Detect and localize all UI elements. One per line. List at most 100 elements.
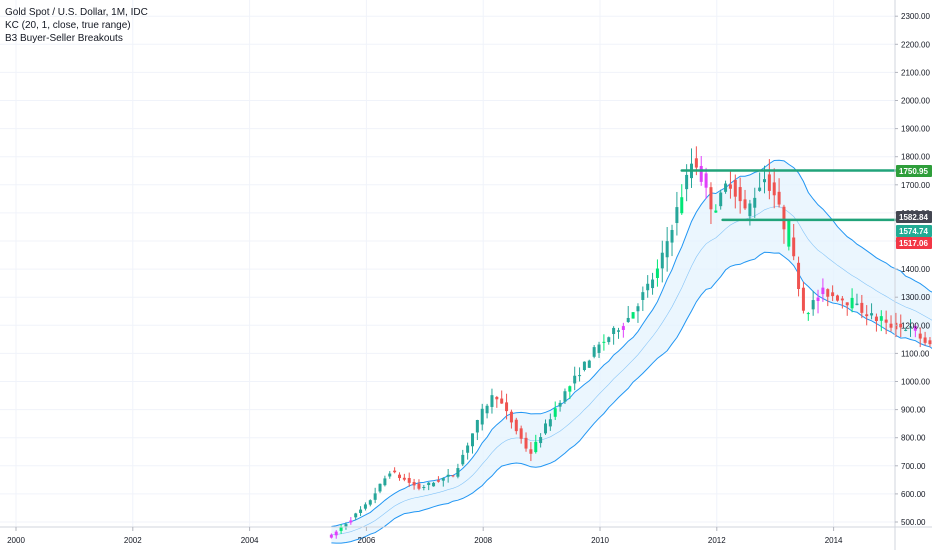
candle-body [811, 300, 815, 310]
candle-body [685, 174, 689, 190]
candle-body [397, 474, 401, 479]
candle-body [621, 326, 625, 330]
candle-body [568, 386, 572, 392]
channel-middle [331, 206, 932, 535]
candle-body [889, 323, 893, 328]
candle-body [334, 531, 338, 536]
candle-body [753, 197, 757, 208]
candle-body [578, 375, 582, 377]
x-tick-label: 2004 [241, 536, 259, 545]
candle-body [865, 314, 869, 317]
target-price-bg [896, 165, 932, 177]
candle-body [719, 192, 723, 207]
candle-body [665, 241, 669, 258]
candle-body [655, 268, 659, 278]
candle-body [383, 478, 387, 486]
y-tick-label: 1900.00 [901, 125, 930, 134]
x-tick-label: 2014 [825, 536, 843, 545]
candle-body [874, 316, 878, 322]
x-tick-label: 2006 [358, 536, 376, 545]
stop-price-label: 1517.06 [899, 239, 928, 248]
y-tick-label: 900.00 [901, 406, 926, 415]
y-tick-label: 1300.00 [901, 293, 930, 302]
candle-body [470, 433, 474, 447]
candle-body [548, 419, 552, 427]
y-tick-label: 1000.00 [901, 378, 930, 387]
candle-body [728, 184, 732, 189]
candle-body [529, 449, 533, 454]
candle-body [539, 437, 543, 444]
channel-fill [331, 160, 932, 544]
candle-body [850, 297, 854, 309]
legend-symbol[interactable]: Gold Spot / U.S. Dollar, 1M, IDC [5, 7, 148, 18]
candle-body [835, 295, 839, 301]
candle-body [894, 322, 898, 330]
candle-body [451, 475, 455, 477]
candle-body [724, 183, 728, 192]
candle-body [709, 187, 713, 210]
y-tick-label: 600.00 [901, 490, 926, 499]
candle-body [592, 347, 596, 357]
candle-body [845, 302, 849, 306]
legend-indicator-b3[interactable]: B3 Buyer-Seller Breakouts [5, 33, 123, 44]
candle-body [514, 419, 518, 432]
trend-drawings [680, 169, 932, 222]
candle-body [651, 279, 655, 289]
y-tick-label: 1400.00 [901, 265, 930, 274]
candle-body [758, 187, 762, 191]
candle-body [748, 203, 752, 217]
candle-body [680, 197, 684, 214]
x-tick-label: 2000 [7, 536, 25, 545]
candle-body [646, 283, 650, 291]
candle-body [801, 287, 805, 311]
candle-body [534, 441, 538, 453]
candle-body [543, 423, 547, 434]
candle-body [908, 326, 912, 328]
candle-body [641, 292, 645, 300]
candle-body [918, 333, 922, 339]
candle-body [855, 303, 859, 306]
candle-body [402, 477, 406, 480]
candle-body [821, 287, 825, 295]
candle-body [840, 298, 844, 301]
candle-body [636, 306, 640, 312]
candle-body [602, 341, 606, 343]
y-tick-label: 2000.00 [901, 97, 930, 106]
candle-body [767, 174, 771, 191]
x-tick-label: 2012 [708, 536, 726, 545]
candle-body [432, 482, 436, 487]
candle-body [480, 408, 484, 425]
candle-body [344, 524, 348, 527]
candle-body [782, 206, 786, 230]
y-tick-label: 700.00 [901, 462, 926, 471]
candle-body [660, 252, 664, 269]
y-tick-label: 1100.00 [901, 349, 930, 358]
candle-body [461, 454, 465, 465]
candle-body [354, 513, 358, 518]
candle-body [446, 474, 450, 477]
candle-body [587, 360, 591, 368]
legend-indicator-kc[interactable]: KC (20, 1, close, true range) [5, 20, 131, 31]
y-tick-label: 2200.00 [901, 40, 930, 49]
x-tick-label: 2010 [591, 536, 609, 545]
candle-body [792, 237, 796, 257]
grid [0, 0, 895, 527]
candle-body [777, 191, 781, 205]
y-tick-label: 1200.00 [901, 321, 930, 330]
candle-body [582, 361, 586, 370]
candle-body [626, 317, 630, 323]
candle-body [733, 179, 737, 197]
candle-body [826, 289, 830, 297]
target-price-label: 1750.95 [899, 167, 928, 176]
candle-body [607, 337, 611, 343]
candle-body [339, 527, 343, 531]
candle-body [631, 312, 635, 319]
current-price-label: 1582.84 [899, 213, 928, 222]
candle-body [441, 478, 445, 481]
close-price-bg [896, 225, 932, 237]
y-tick-label: 2300.00 [901, 12, 930, 21]
candle-body [388, 473, 392, 477]
candle-body [378, 483, 382, 492]
